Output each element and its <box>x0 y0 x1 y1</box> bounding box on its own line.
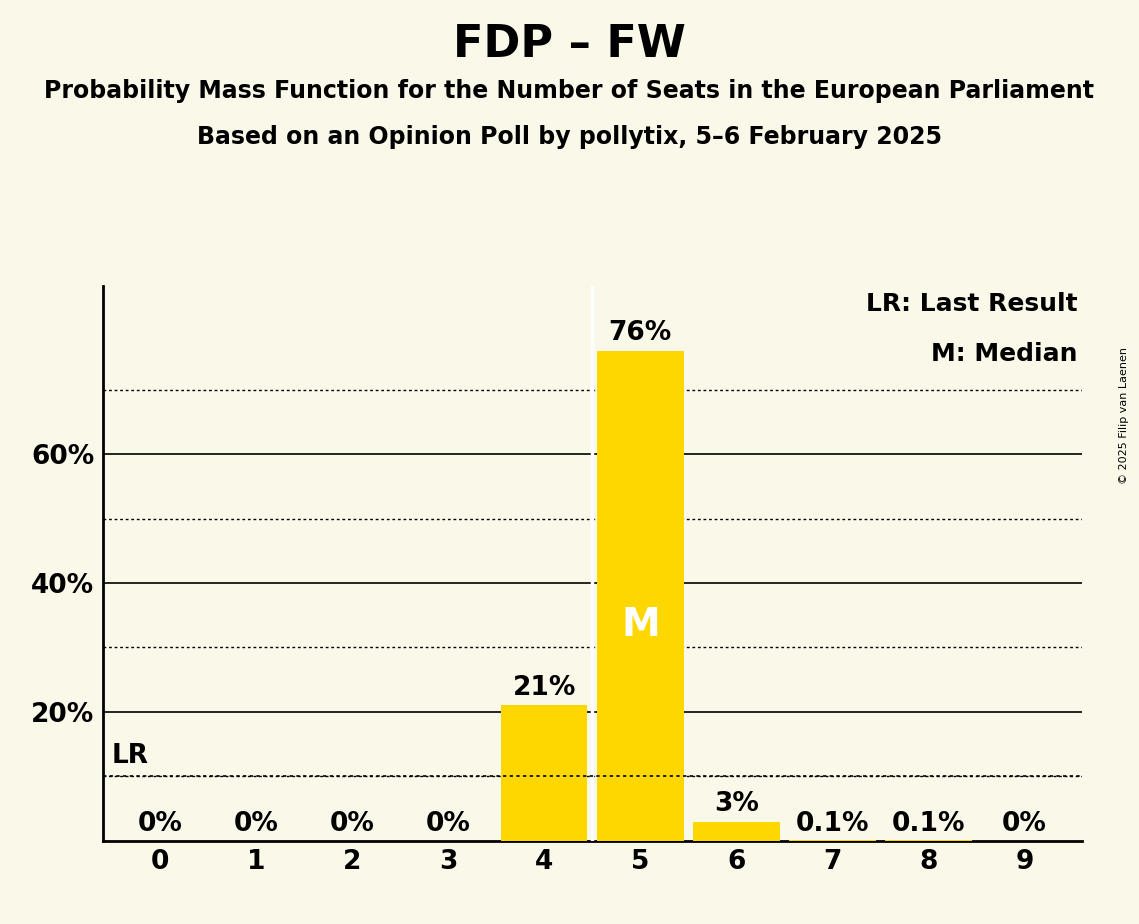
Bar <box>694 821 779 841</box>
Text: 0%: 0% <box>1002 811 1047 837</box>
Text: M: Median: M: Median <box>931 342 1077 366</box>
Text: © 2025 Filip van Laenen: © 2025 Filip van Laenen <box>1120 347 1129 484</box>
Text: 0.1%: 0.1% <box>796 811 869 837</box>
Text: 0.1%: 0.1% <box>892 811 965 837</box>
Text: M: M <box>621 606 659 644</box>
Text: 76%: 76% <box>608 321 672 346</box>
Text: 0%: 0% <box>233 811 279 837</box>
Text: 0%: 0% <box>330 811 375 837</box>
Text: 3%: 3% <box>714 791 759 817</box>
Text: LR: LR <box>112 743 149 769</box>
Text: 0%: 0% <box>138 811 182 837</box>
Text: 21%: 21% <box>513 675 576 701</box>
Text: Based on an Opinion Poll by pollytix, 5–6 February 2025: Based on an Opinion Poll by pollytix, 5–… <box>197 125 942 149</box>
Bar <box>501 705 588 841</box>
Text: FDP – FW: FDP – FW <box>453 23 686 67</box>
Text: LR: Last Result: LR: Last Result <box>866 292 1077 316</box>
Text: 0%: 0% <box>426 811 470 837</box>
Bar <box>597 351 683 841</box>
Text: Probability Mass Function for the Number of Seats in the European Parliament: Probability Mass Function for the Number… <box>44 79 1095 103</box>
